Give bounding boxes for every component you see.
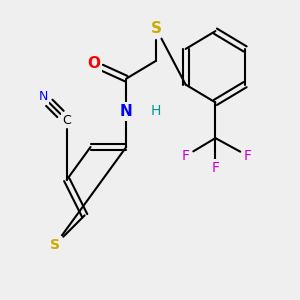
Text: N: N [120,104,133,119]
Text: O: O [87,56,100,71]
Text: N: N [38,90,48,103]
Text: C: C [62,114,71,127]
Text: F: F [212,161,219,175]
Text: H: H [151,104,161,118]
Text: S: S [150,21,161,36]
Text: F: F [244,149,252,163]
Text: F: F [182,149,190,163]
Text: S: S [50,238,60,252]
